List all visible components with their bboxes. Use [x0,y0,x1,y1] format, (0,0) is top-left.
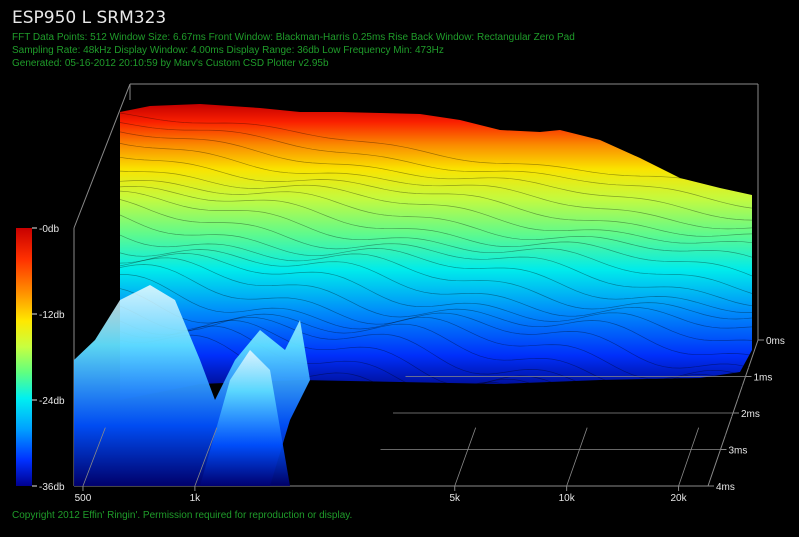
x-tick-label: 10k [559,493,576,504]
info-line-sampling: Sampling Rate: 48kHz Display Window: 4.0… [12,45,444,56]
time-tick-label: 4ms [716,482,735,493]
floor-grid-line [566,427,588,487]
left-depth-edge [73,83,131,229]
slice-line [119,288,753,391]
slice-line [119,253,753,341]
time-tick-label: 2ms [741,409,760,420]
slice-line [119,305,753,405]
x-tick-label: 20k [671,493,688,504]
colorbar-ticks: -0db -12db -24db -36db [32,224,65,493]
x-tick-label: 500 [75,493,92,504]
colorbar [16,228,32,486]
x-tick-label: 1k [190,493,202,504]
slice-line [119,214,753,313]
slice-line [119,190,753,294]
slice-line [119,156,753,237]
slice-line [119,234,753,320]
slice-line [119,325,753,438]
waterfall-slice-lines [119,112,753,451]
x-tick-label: 5k [449,493,461,504]
slice-line [119,249,753,329]
floor-grid-line [82,427,106,487]
slice-line [119,143,753,230]
info-line-fft: FFT Data Points: 512 Window Size: 6.67ms… [12,32,575,43]
floor-grid-line [678,427,700,487]
ridge-secondary [200,350,290,486]
time-tick-label: 3ms [729,446,748,457]
slice-line [119,185,753,277]
time-tick-label: 1ms [754,373,773,384]
slice-line [119,112,753,194]
slice-line [119,170,753,244]
copyright-notice: Copyright 2012 Effin' Ringin'. Permissio… [12,510,353,521]
slice-line [119,257,753,356]
level-tick-label: -24db [39,396,65,407]
time-ticks: 0ms 1ms 2ms 3ms 4ms [708,336,785,493]
waterfall-surface [120,104,752,400]
floor-grid-line [454,427,477,487]
level-tick-label: -0db [39,224,59,235]
slice-line [119,320,753,423]
slice-line [119,131,753,221]
slice-line [119,199,753,307]
info-line-generated: Generated: 05-16-2012 20:10:59 by Marv's… [12,58,329,69]
level-tick-label: -12db [39,310,65,321]
slice-line [119,122,753,209]
floor-grid-line [194,427,218,487]
floor-grid [82,376,746,487]
page-title: ESP950 L SRM323 [12,8,167,28]
slice-line [119,334,753,451]
slice-line [119,274,753,380]
time-tick-label: 0ms [766,336,785,347]
frequency-ticks: 500 1k 5k 10k 20k [75,486,688,504]
slice-line [119,180,753,258]
level-tick-label: -36db [39,482,65,493]
slice-line [119,264,753,369]
